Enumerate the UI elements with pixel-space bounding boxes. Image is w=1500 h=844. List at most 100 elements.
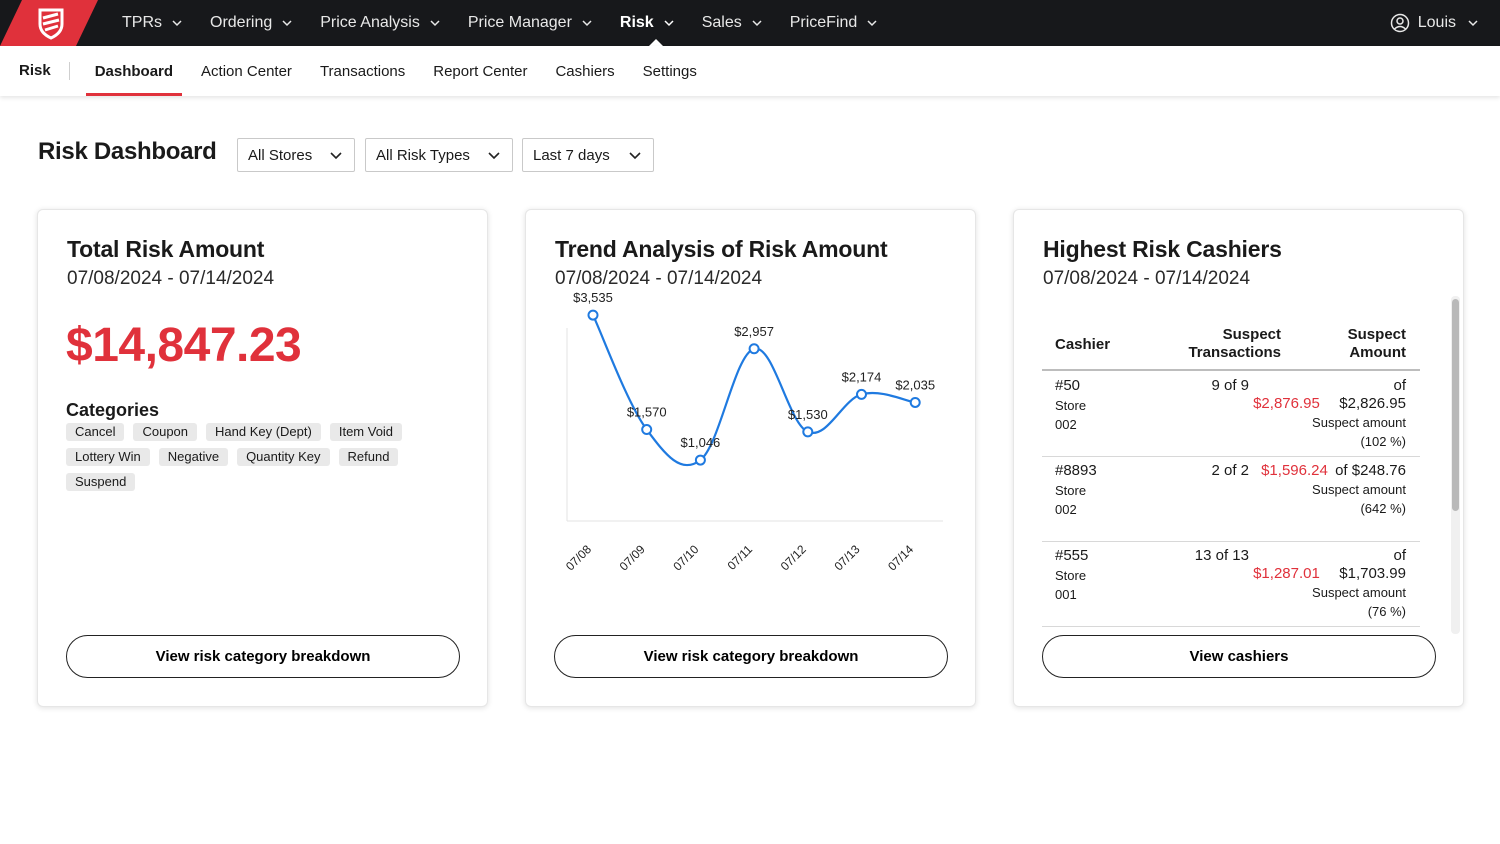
nav-pricefind[interactable]: PriceFind	[776, 0, 892, 46]
column-header-suspect-transactions: Suspect Transactions	[1188, 326, 1281, 361]
view-risk-category-breakdown-button[interactable]: View risk category breakdown	[66, 635, 460, 678]
nav-sales-label: Sales	[701, 14, 742, 31]
data-label: $1,530	[788, 407, 828, 422]
card-title: Trend Analysis of Risk Amount	[555, 236, 888, 262]
user-icon	[1390, 13, 1409, 33]
category-chip: Item Void	[329, 423, 403, 441]
sub-navigation: Risk Dashboard Action Center Transaction…	[0, 46, 1500, 96]
nav-ordering[interactable]: Ordering	[196, 0, 306, 46]
nav-price-analysis-label: Price Analysis	[320, 14, 420, 31]
suspect-amount: $1,596.24	[1261, 462, 1328, 479]
data-point	[641, 424, 653, 436]
main-menu: TPRs Ordering Price Analysis Price Manag…	[108, 0, 891, 46]
table-row[interactable]: #8893 Store 002 2 of 2 $1,596.24 of $248…	[1042, 456, 1420, 541]
nav-pricefind-label: PriceFind	[789, 14, 858, 31]
tab-settings[interactable]: Settings	[642, 62, 697, 80]
tab-dashboard[interactable]: Dashboard	[85, 46, 183, 96]
nav-tprs[interactable]: TPRs	[108, 0, 196, 46]
tab-report-center[interactable]: Report Center	[433, 62, 528, 80]
cashier-id: #50	[1055, 377, 1081, 394]
chevron-down-icon	[330, 152, 342, 160]
category-chip: Cancel	[66, 423, 125, 441]
suspect-amount: $2,876.95	[1253, 395, 1320, 412]
data-label: $1,570	[627, 405, 667, 420]
nav-price-manager[interactable]: Price Manager	[454, 0, 606, 46]
cashiers-table: Cashier Suspect Transactions Suspect Amo…	[1042, 296, 1452, 634]
risk-type-filter-select[interactable]: All Risk Types	[365, 138, 513, 172]
suspect-amount-note: Suspect amount (76 %)	[1312, 585, 1406, 619]
store-filter-select[interactable]: All Stores	[237, 138, 355, 172]
tab-cashiers[interactable]: Cashiers	[555, 62, 615, 80]
suspect-amount-total: of $248.76	[1335, 462, 1406, 479]
chevron-down-icon	[488, 152, 500, 160]
suspect-amount-cell: $1,287.01 of $1,703.99 Suspect amount (7…	[1253, 547, 1406, 621]
category-chip: Negative	[158, 448, 229, 466]
nav-price-analysis[interactable]: Price Analysis	[306, 0, 454, 46]
user-name: Louis	[1417, 14, 1456, 31]
data-label: $3,535	[573, 290, 613, 305]
card-date-range: 07/08/2024 - 07/14/2024	[1043, 268, 1251, 289]
card-title: Total Risk Amount	[67, 236, 265, 262]
data-label: $2,035	[895, 377, 935, 392]
data-label: $2,174	[842, 369, 882, 384]
chevron-down-icon	[172, 20, 182, 27]
section-label: Risk	[19, 62, 70, 80]
total-risk-amount: $14,847.23	[66, 319, 302, 372]
chevron-down-icon	[664, 20, 674, 27]
data-point	[694, 454, 706, 466]
chevron-down-icon	[1468, 20, 1478, 27]
data-point	[856, 388, 867, 400]
suspect-transactions-count: 9 of 9	[1211, 377, 1249, 394]
view-risk-category-breakdown-button[interactable]: View risk category breakdown	[554, 635, 948, 678]
nav-risk[interactable]: Risk	[606, 0, 688, 46]
cashier-store: Store 002	[1055, 483, 1087, 517]
suspect-amount-total: of $2,826.95	[1339, 377, 1406, 412]
suspect-amount-note: Suspect amount (642 %)	[1312, 482, 1406, 516]
nav-risk-label: Risk	[619, 14, 654, 31]
brand-logo[interactable]	[0, 0, 98, 46]
suspect-transactions-count: 13 of 13	[1194, 547, 1249, 564]
x-tick-label: 07/14	[885, 542, 916, 573]
category-chip: Coupon	[133, 423, 198, 441]
chevron-down-icon	[867, 20, 877, 27]
chevron-down-icon	[282, 20, 292, 27]
card-date-range: 07/08/2024 - 07/14/2024	[555, 268, 763, 289]
scrollbar-thumb[interactable]	[1452, 299, 1459, 511]
cashier-id: #8893	[1055, 462, 1097, 479]
suspect-amount-total: of $1,703.99	[1339, 547, 1406, 582]
chevron-down-icon	[629, 152, 641, 160]
x-tick-label: 07/08	[563, 542, 594, 573]
chevron-down-icon	[582, 20, 592, 27]
x-tick-label: 07/11	[725, 542, 756, 573]
category-chip: Suspend	[66, 473, 136, 491]
row-divider	[1042, 456, 1420, 457]
nav-ordering-label: Ordering	[210, 14, 273, 31]
table-row[interactable]: #555 Store 001 13 of 13 $1,287.01 of $1,…	[1042, 541, 1420, 626]
user-menu[interactable]: Louis	[1390, 0, 1478, 46]
table-scrollbar[interactable]	[1451, 296, 1460, 634]
column-header-cashier: Cashier	[1055, 336, 1111, 353]
nav-sales[interactable]: Sales	[688, 0, 776, 46]
table-row[interactable]: #50 Store 002 9 of 9 $2,876.95 of $2,826…	[1042, 371, 1420, 456]
suspect-amount-cell: $2,876.95 of $2,826.95 Suspect amount (1…	[1253, 377, 1406, 451]
tab-transactions[interactable]: Transactions	[319, 62, 406, 80]
cashier-store: Store 002	[1055, 398, 1087, 432]
shield-logo-icon	[0, 0, 98, 46]
view-cashiers-button[interactable]: View cashiers	[1042, 635, 1436, 678]
data-point	[802, 426, 814, 438]
tab-action-center[interactable]: Action Center	[201, 62, 292, 80]
chevron-down-icon	[752, 20, 762, 27]
category-chip: Lottery Win	[66, 448, 150, 466]
date-range-filter-select[interactable]: Last 7 days	[522, 138, 654, 172]
data-point	[587, 309, 599, 321]
data-label: $1,046	[681, 435, 721, 450]
x-tick-label: 07/09	[617, 542, 648, 573]
x-tick-label: 07/12	[778, 542, 809, 573]
data-point	[748, 343, 760, 355]
category-chip: Refund	[338, 448, 399, 466]
top-navigation-bar: TPRs Ordering Price Analysis Price Manag…	[0, 0, 1500, 46]
column-header-suspect-amount: Suspect Amount	[1347, 326, 1406, 361]
subnav-tabs: Dashboard Action Center Transactions Rep…	[85, 46, 716, 96]
chevron-down-icon	[430, 20, 440, 27]
row-divider	[1042, 541, 1420, 542]
